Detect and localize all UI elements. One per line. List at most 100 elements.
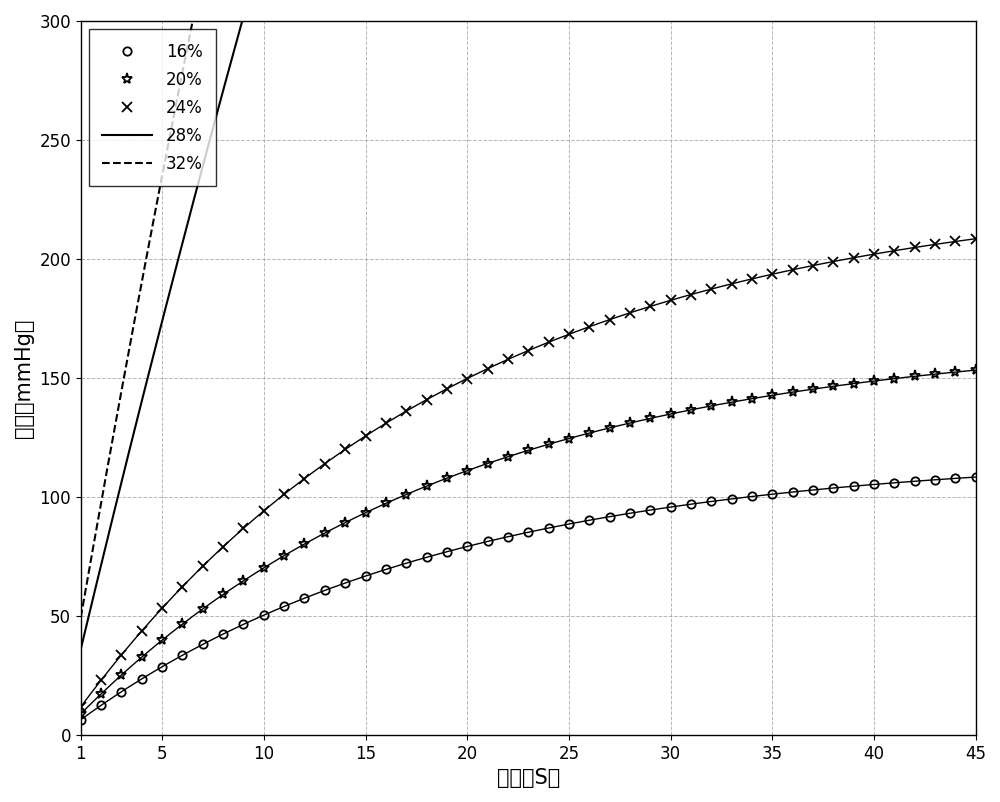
20% bbox=[766, 391, 778, 400]
24% bbox=[217, 542, 229, 552]
24% bbox=[685, 290, 697, 299]
16% bbox=[929, 475, 941, 484]
16% bbox=[217, 630, 229, 639]
16% bbox=[441, 547, 453, 557]
24% bbox=[543, 338, 555, 347]
16% bbox=[278, 602, 290, 611]
Line: 28%: 28% bbox=[81, 0, 976, 649]
16% bbox=[380, 565, 392, 574]
24% bbox=[319, 459, 331, 468]
16% bbox=[522, 528, 534, 537]
24% bbox=[604, 315, 616, 325]
16% bbox=[298, 593, 310, 603]
24% bbox=[380, 419, 392, 428]
20% bbox=[400, 490, 412, 500]
16% bbox=[705, 496, 717, 506]
16% bbox=[319, 585, 331, 595]
24% bbox=[929, 240, 941, 249]
20% bbox=[136, 652, 148, 662]
24% bbox=[237, 524, 249, 533]
24% bbox=[522, 346, 534, 355]
20% bbox=[319, 529, 331, 538]
24% bbox=[339, 444, 351, 454]
28% bbox=[75, 644, 87, 654]
16% bbox=[685, 500, 697, 509]
20% bbox=[970, 366, 982, 375]
24% bbox=[156, 603, 168, 613]
24% bbox=[482, 364, 494, 374]
24% bbox=[624, 308, 636, 318]
16% bbox=[502, 532, 514, 541]
16% bbox=[563, 519, 575, 529]
Line: 16%: 16% bbox=[77, 473, 980, 724]
24% bbox=[970, 234, 982, 244]
24% bbox=[278, 489, 290, 499]
20% bbox=[522, 446, 534, 456]
16% bbox=[848, 481, 860, 491]
20% bbox=[502, 452, 514, 462]
16% bbox=[197, 639, 209, 649]
20% bbox=[807, 384, 819, 394]
24% bbox=[136, 626, 148, 636]
16% bbox=[75, 715, 87, 724]
16% bbox=[665, 502, 677, 512]
24% bbox=[909, 243, 921, 253]
16% bbox=[543, 523, 555, 533]
32% bbox=[75, 613, 87, 622]
20% bbox=[787, 387, 799, 397]
16% bbox=[746, 492, 758, 501]
20% bbox=[827, 382, 839, 391]
16% bbox=[461, 541, 473, 551]
16% bbox=[237, 619, 249, 629]
20% bbox=[75, 709, 87, 719]
20% bbox=[583, 428, 595, 438]
24% bbox=[421, 395, 433, 404]
24% bbox=[115, 650, 127, 660]
20% bbox=[624, 418, 636, 427]
20% bbox=[848, 379, 860, 388]
24% bbox=[827, 257, 839, 266]
16% bbox=[787, 487, 799, 496]
24% bbox=[360, 431, 372, 441]
20% bbox=[441, 473, 453, 483]
24% bbox=[848, 253, 860, 262]
20% bbox=[156, 635, 168, 645]
16% bbox=[360, 571, 372, 581]
20% bbox=[685, 405, 697, 415]
16% bbox=[726, 494, 738, 504]
20% bbox=[95, 689, 107, 699]
20% bbox=[543, 439, 555, 449]
24% bbox=[705, 284, 717, 294]
24% bbox=[787, 265, 799, 274]
16% bbox=[156, 662, 168, 671]
20% bbox=[644, 414, 656, 423]
20% bbox=[929, 370, 941, 379]
16% bbox=[604, 512, 616, 521]
24% bbox=[746, 274, 758, 284]
20% bbox=[604, 423, 616, 433]
24% bbox=[583, 322, 595, 331]
16% bbox=[400, 558, 412, 568]
16% bbox=[644, 505, 656, 515]
20% bbox=[380, 499, 392, 508]
Legend: 16%, 20%, 24%, 28%, 32%: 16%, 20%, 24%, 28%, 32% bbox=[89, 29, 216, 186]
24% bbox=[400, 407, 412, 416]
24% bbox=[176, 581, 188, 591]
20% bbox=[746, 394, 758, 403]
20% bbox=[563, 434, 575, 444]
20% bbox=[197, 604, 209, 614]
Line: 24%: 24% bbox=[76, 234, 980, 711]
16% bbox=[807, 485, 819, 495]
16% bbox=[95, 700, 107, 710]
16% bbox=[624, 508, 636, 518]
20% bbox=[868, 376, 880, 386]
24% bbox=[441, 384, 453, 394]
20% bbox=[217, 589, 229, 599]
24% bbox=[563, 330, 575, 339]
24% bbox=[665, 295, 677, 305]
24% bbox=[949, 237, 961, 246]
20% bbox=[115, 670, 127, 680]
24% bbox=[258, 506, 270, 516]
20% bbox=[421, 481, 433, 491]
20% bbox=[360, 508, 372, 517]
